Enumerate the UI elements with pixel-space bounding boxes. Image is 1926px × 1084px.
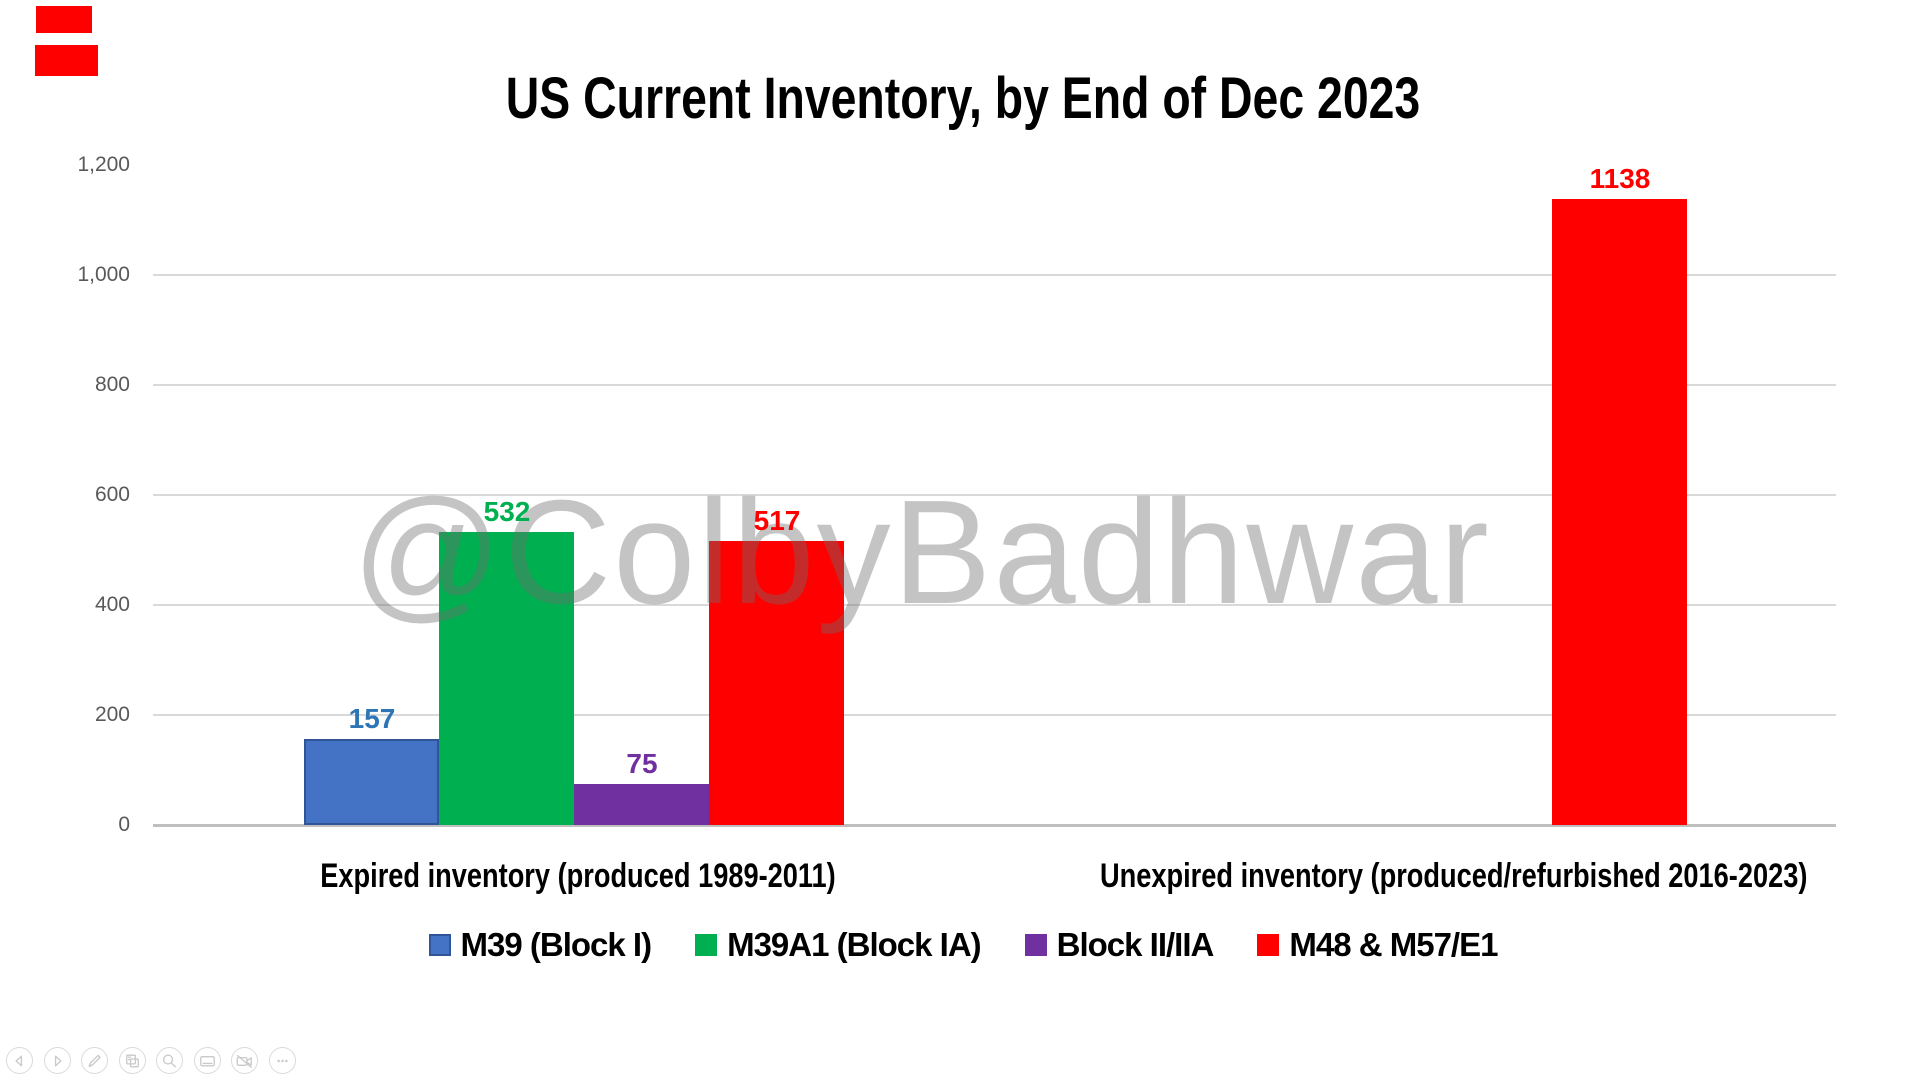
camera-off-icon	[236, 1054, 252, 1068]
toolbar-button-see-all-slides[interactable]	[118, 1047, 146, 1074]
previous-slide-icon	[15, 1055, 23, 1066]
red-overlay-block-bottom	[35, 45, 98, 76]
bar-m39a1-block-ia--group1	[439, 532, 574, 825]
legend-swatch	[428, 934, 451, 956]
legend-swatch	[695, 934, 718, 956]
category-label-expired: Expired inventory (produced 1989-2011)	[320, 857, 836, 895]
y-axis-tick-label: 800	[94, 373, 130, 396]
toolbar-button-more-options[interactable]	[268, 1047, 296, 1074]
pen-icon	[88, 1054, 101, 1067]
y-axis-tick-label: 600	[94, 483, 130, 506]
legend-label: Block II/IIA	[1056, 926, 1215, 963]
gridline-1000	[153, 274, 1836, 276]
y-axis-tick-label: 1,000	[77, 263, 130, 286]
legend-swatch	[1024, 934, 1047, 956]
y-axis-tick-label: 400	[94, 593, 130, 616]
legend-label: M48 & M57/E1	[1289, 926, 1498, 963]
toolbar-button-captions[interactable]	[193, 1047, 221, 1074]
gridline-600	[153, 494, 1836, 496]
more-options-icon	[276, 1059, 288, 1062]
toolbar-button-previous-slide[interactable]	[6, 1047, 33, 1074]
toolbar-button-next-slide[interactable]	[43, 1047, 71, 1074]
bar-value-label: 517	[753, 505, 801, 536]
bar-m39-block-i--group1	[304, 739, 439, 825]
x-axis-line	[153, 824, 1836, 827]
red-overlay-block-top	[36, 6, 92, 33]
toolbar-button-pen[interactable]	[81, 1047, 108, 1074]
captions-icon	[199, 1055, 215, 1066]
y-axis-tick-label: 1,200	[77, 153, 130, 176]
bar-value-label: 532	[483, 496, 531, 527]
toolbar-button-zoom[interactable]	[156, 1047, 183, 1074]
bar-value-label: 157	[348, 703, 396, 734]
legend-label: M39A1 (Block IA)	[727, 926, 982, 963]
see-all-slides-icon	[125, 1054, 139, 1067]
gridline-800	[153, 384, 1836, 386]
bar-m48-m57-e1-group2	[1552, 199, 1687, 825]
category-label-unexpired: Unexpired inventory (produced/refurbishe…	[1100, 857, 1808, 895]
chart-legend: M39 (Block I) M39A1 (Block IA) Block II/II…	[0, 926, 1926, 964]
legend-item-m48-m57-e1: M48 & M57/E1	[1257, 926, 1498, 964]
zoom-icon	[162, 1053, 176, 1067]
gridline-400	[153, 604, 1836, 606]
toolbar-button-camera-off[interactable]	[231, 1047, 258, 1074]
legend-label: M39 (Block I)	[460, 926, 653, 963]
y-axis-tick-label: 0	[118, 813, 130, 836]
legend-swatch	[1257, 934, 1280, 956]
legend-item-m39-block-i-: M39 (Block I)	[428, 926, 653, 964]
bar-m48-m57-e1-group1	[709, 541, 844, 825]
y-axis-tick-label: 200	[94, 703, 130, 726]
gridline-200	[153, 714, 1836, 716]
bar-block-ii-iia-group1	[574, 784, 709, 825]
legend-item-m39a1-block-ia-: M39A1 (Block IA)	[695, 926, 982, 964]
bar-value-label: 1138	[1589, 163, 1651, 194]
chart-title: US Current Inventory, by End of Dec 2023	[505, 66, 1421, 131]
bar-value-label: 75	[626, 748, 658, 779]
next-slide-icon	[54, 1055, 62, 1066]
legend-item-block-ii-iia: Block II/IIA	[1024, 926, 1215, 964]
